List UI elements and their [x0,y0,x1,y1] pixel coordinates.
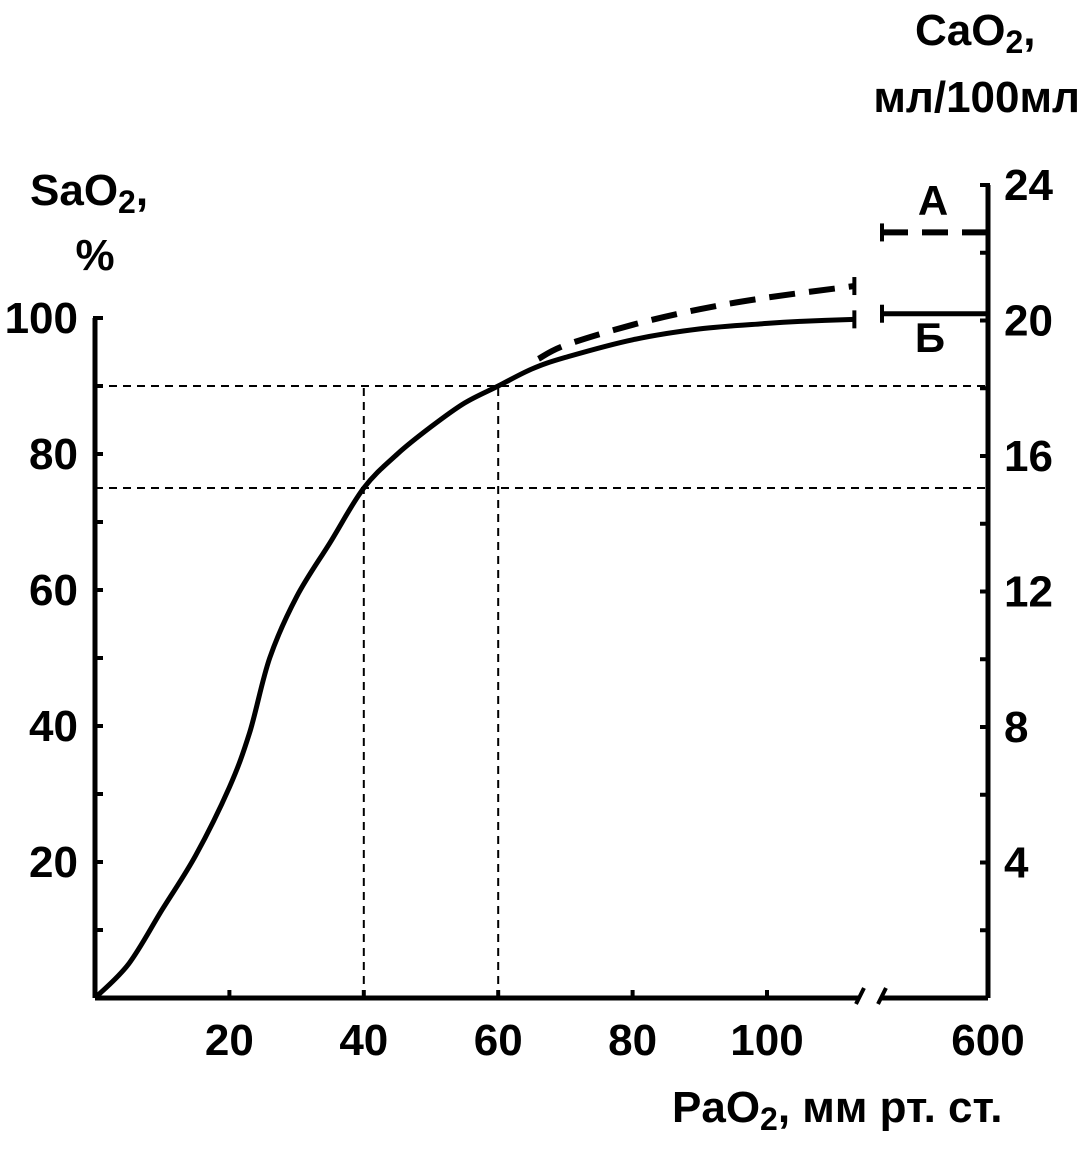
right-axis-unit: мл/100мл [873,73,1080,122]
right-tick-label-8: 8 [1004,703,1028,752]
curve-label-a: А [918,177,948,224]
right-axis-title-sub: 2 [1005,24,1023,60]
left-axis-unit: % [75,231,114,280]
right-tick-label-24: 24 [1004,161,1053,210]
right-tick-label-12: 12 [1004,568,1053,617]
right-tick-label-20: 20 [1004,297,1053,346]
left-tick-label-40: 40 [29,702,78,751]
left-tick-label-80: 80 [29,430,78,479]
left-tick-label-60: 60 [29,566,78,615]
left-axis-title-main: SaO [30,166,118,215]
left-axis-title-suffix: , [136,166,148,215]
x-axis-ticks: 20 40 60 80 100 [205,990,804,1065]
x-axis-title-suffix: , мм рт. ст. [778,1083,1003,1132]
left-tick-label-100: 100 [5,294,78,343]
x-axis-break-mark-2 [876,987,888,1005]
right-axis-title: CaO2, [915,6,1036,60]
curve-label-b: Б [915,314,945,361]
right-tick-label-4: 4 [1004,839,1029,888]
x-tick-label-80: 80 [608,1016,657,1065]
left-tick-label-20: 20 [29,838,78,887]
left-axis-title: SaO2, [30,166,148,220]
left-axis-ticks: 20 40 60 80 100 [5,294,103,932]
series-line-a [537,283,855,362]
reference-lines [95,385,988,998]
curves [93,223,988,1000]
x-axis-title-main: PaO [672,1083,760,1132]
x-tick-label-break: 600 [951,1016,1024,1065]
x-tick-label-60: 60 [474,1016,523,1065]
right-axis-title-suffix: , [1023,6,1035,55]
left-axis-title-sub: 2 [118,184,136,220]
right-axis-title-main: CaO [915,6,1005,55]
right-axis-ticks: 4 8 12 16 20 24 [980,161,1053,933]
right-tick-label-16: 16 [1004,432,1053,481]
x-tick-label-20: 20 [205,1016,254,1065]
series-line-b [93,316,855,1000]
x-tick-label-40: 40 [339,1016,388,1065]
x-axis-title: PaO2, мм рт. ст. [672,1083,1002,1137]
x-axis-title-sub: 2 [760,1101,778,1137]
x-axis-break-mark-1 [854,987,866,1005]
x-tick-label-100: 100 [730,1016,803,1065]
